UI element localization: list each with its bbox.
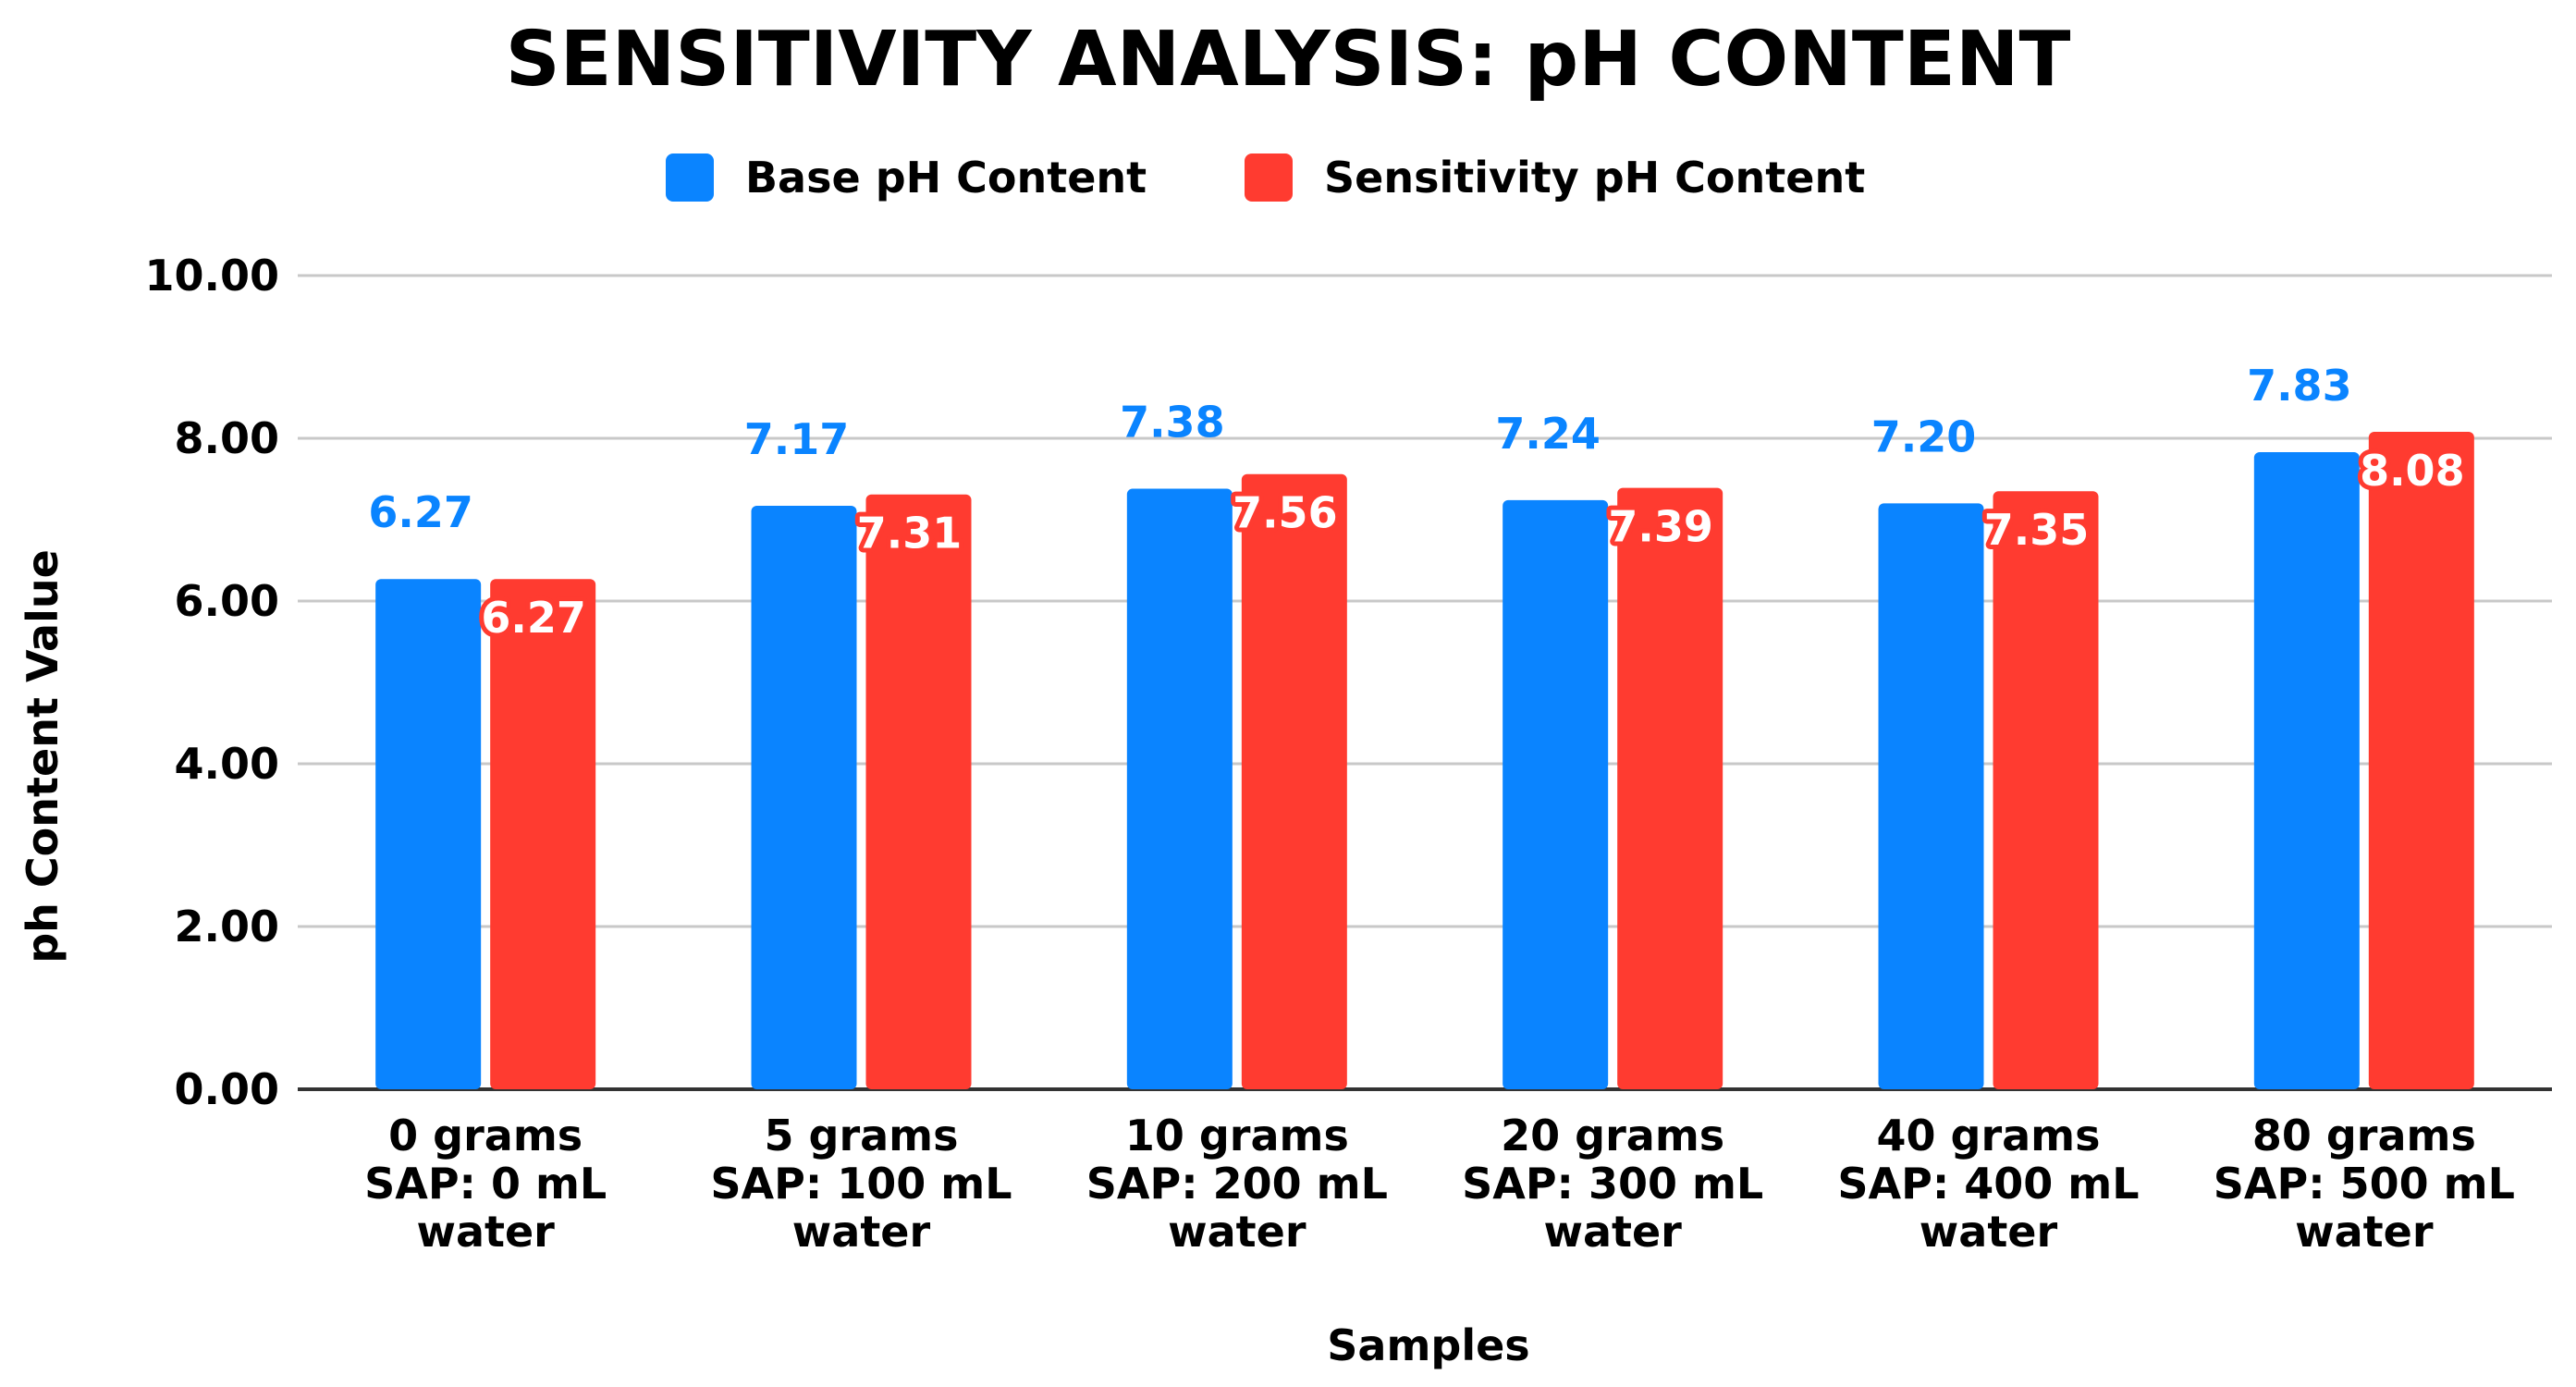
x-tick-label-line: SAP: 100 mL: [710, 1159, 1012, 1209]
legend-swatch: [666, 153, 714, 202]
data-label: 8.08: [2360, 446, 2465, 496]
data-label: 7.56: [1233, 488, 1338, 538]
x-tick-label-line: water: [1543, 1207, 1682, 1257]
x-tick-label: 5 grams SAP: 100 mL water: [710, 1111, 1012, 1257]
data-labels: 6.27 6.27 7.177.31 7.387.56 7.247.39 7.207.35…: [368, 361, 2469, 647]
y-tick-label: 0.00: [175, 1064, 280, 1114]
legend-swatch: [1245, 153, 1293, 202]
y-axis-title: ph Content Value: [18, 549, 67, 964]
gridlines: [298, 274, 2552, 1091]
bar: [375, 579, 482, 1089]
x-tick-label-line: 20 grams: [1501, 1111, 1724, 1160]
x-tick-label-line: water: [416, 1207, 555, 1257]
legend: Base pH Content Sensitivity pH Content: [666, 153, 1865, 203]
x-tick-label-line: SAP: 200 mL: [1086, 1159, 1388, 1209]
y-tick-label: 10.00: [144, 251, 279, 301]
y-tick-label: 6.00: [175, 576, 280, 626]
x-tick-label-line: water: [1920, 1207, 2058, 1257]
y-tick-label: 4.00: [175, 739, 280, 789]
y-axis-ticks: 0.00 2.00 4.00 6.00 8.00 10.00: [144, 251, 279, 1114]
data-label: 6.27: [368, 487, 473, 537]
x-tick-label-line: SAP: 500 mL: [2214, 1159, 2515, 1209]
x-tick-label: 10 grams SAP: 200 mL water: [1086, 1111, 1388, 1257]
y-tick-label: 8.00: [175, 413, 280, 463]
x-axis-title: Samples: [1327, 1320, 1529, 1370]
x-tick-label-line: SAP: 400 mL: [1837, 1159, 2139, 1209]
bars: [375, 431, 2474, 1090]
data-label: 7.83: [2247, 361, 2352, 411]
bar: [751, 506, 857, 1089]
x-tick-label: 80 grams SAP: 500 mL water: [2214, 1111, 2515, 1257]
data-label: 6.27: [481, 593, 586, 643]
legend-label: Base pH Content: [745, 153, 1147, 203]
x-tick-label: 20 grams SAP: 300 mL water: [1462, 1111, 1763, 1257]
x-tick-label-line: 10 grams: [1125, 1111, 1349, 1160]
data-label: 7.38: [1120, 398, 1225, 448]
x-tick-label: 40 grams SAP: 400 mL water: [1837, 1111, 2139, 1257]
bar: [2368, 431, 2474, 1090]
bar: [1993, 491, 2099, 1089]
bar: [1878, 503, 1984, 1089]
x-tick-label-line: 40 grams: [1877, 1111, 2101, 1160]
data-label: 7.39: [1608, 502, 1713, 552]
x-tick-label-line: water: [792, 1207, 931, 1257]
x-tick-label: 0 grams SAP: 0 mL water: [364, 1111, 607, 1257]
x-tick-label-line: 80 grams: [2252, 1111, 2476, 1160]
bar: [1241, 473, 1347, 1089]
x-tick-label-line: 5 grams: [765, 1111, 959, 1160]
data-label: 7.24: [1495, 409, 1601, 459]
data-label: 7.31: [857, 509, 963, 558]
data-label: 7.35: [1984, 505, 2090, 555]
bar: [1126, 488, 1233, 1089]
bar: [1503, 499, 1609, 1089]
bar: [490, 579, 596, 1089]
x-tick-label-line: 0 grams: [388, 1111, 583, 1160]
data-label: 7.20: [1871, 411, 1977, 461]
bar: [1617, 487, 1723, 1089]
x-tick-label-line: water: [2295, 1207, 2434, 1257]
chart-title: SENSITIVITY ANALYSIS: pH CONTENT: [506, 16, 2071, 104]
x-tick-label-line: water: [1168, 1207, 1306, 1257]
bar: [865, 494, 972, 1089]
legend-label: Sensitivity pH Content: [1324, 153, 1865, 203]
y-tick-label: 2.00: [175, 902, 280, 951]
x-tick-label-line: SAP: 0 mL: [364, 1159, 607, 1209]
bar: [2253, 451, 2360, 1090]
data-label: 7.17: [744, 414, 850, 464]
x-tick-label-line: SAP: 300 mL: [1462, 1159, 1763, 1209]
